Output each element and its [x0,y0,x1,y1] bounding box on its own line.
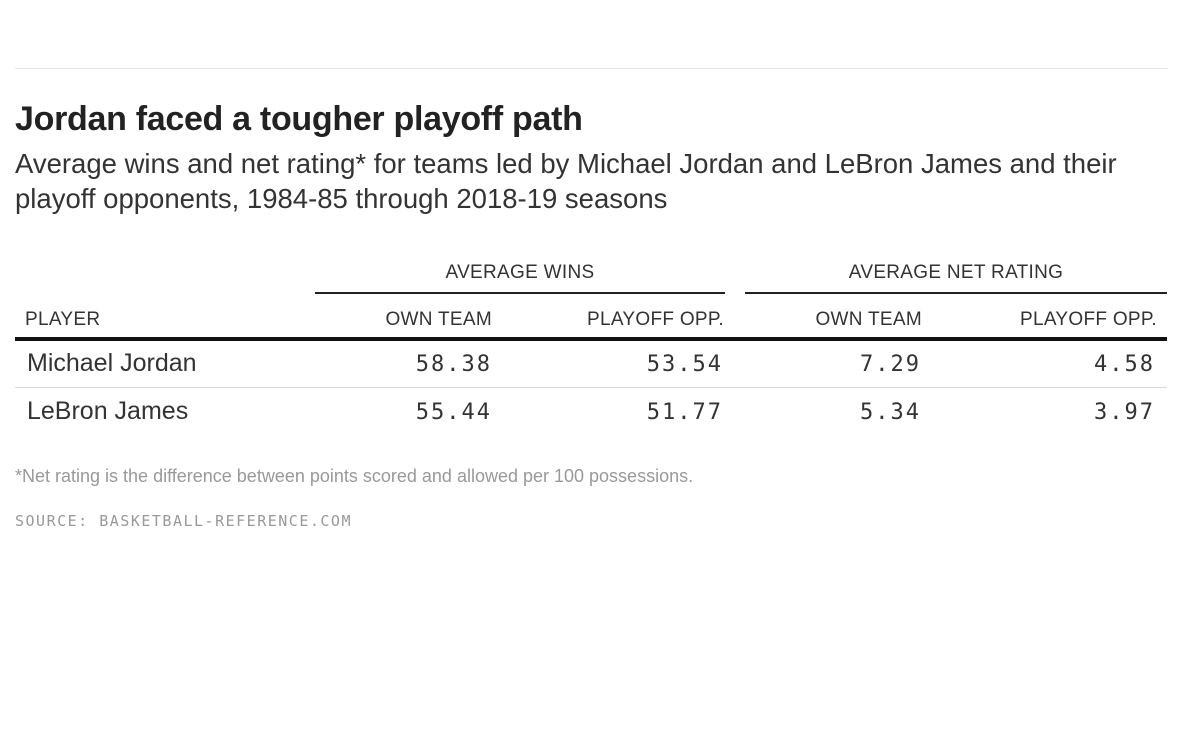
column-header-wins-playoff-opp: PLAYOFF OPP. [587,309,724,330]
source-credit: SOURCE: BASKETBALL-REFERENCE.COM [15,512,352,530]
cell-wins-playoff-opp: 51.77 [646,400,723,425]
cell-wins-playoff-opp: 53.54 [646,352,723,377]
footnote: *Net rating is the difference between po… [15,466,694,486]
top-divider [15,68,1167,69]
header-rule [15,337,1167,341]
column-header-net-own-team: OWN TEAM [815,309,922,330]
group-header-average-net-rating: AVERAGE NET RATING [848,262,1064,283]
cell-wins-own-team: 55.44 [415,400,492,425]
group-header-average-wins: AVERAGE WINS [445,262,595,283]
cell-net-playoff-opp: 3.97 [1094,400,1155,425]
column-header-wins-own-team: OWN TEAM [385,309,492,330]
cell-net-own-team: 7.29 [860,352,921,377]
column-header-player: PLAYER [25,309,101,330]
group-rule-average-net-rating [745,292,1167,294]
group-rule-average-wins [315,292,725,294]
chart-title: Jordan faced a tougher playoff path [15,100,583,138]
cell-net-playoff-opp: 4.58 [1094,352,1155,377]
row-divider [15,387,1167,388]
row-player-name: LeBron James [27,397,189,425]
row-player-name: Michael Jordan [27,349,197,377]
column-header-net-playoff-opp: PLAYOFF OPP. [1020,309,1157,330]
chart-subtitle: Average wins and net rating* for teams l… [15,148,1117,214]
cell-wins-own-team: 58.38 [415,352,492,377]
cell-net-own-team: 5.34 [860,400,921,425]
